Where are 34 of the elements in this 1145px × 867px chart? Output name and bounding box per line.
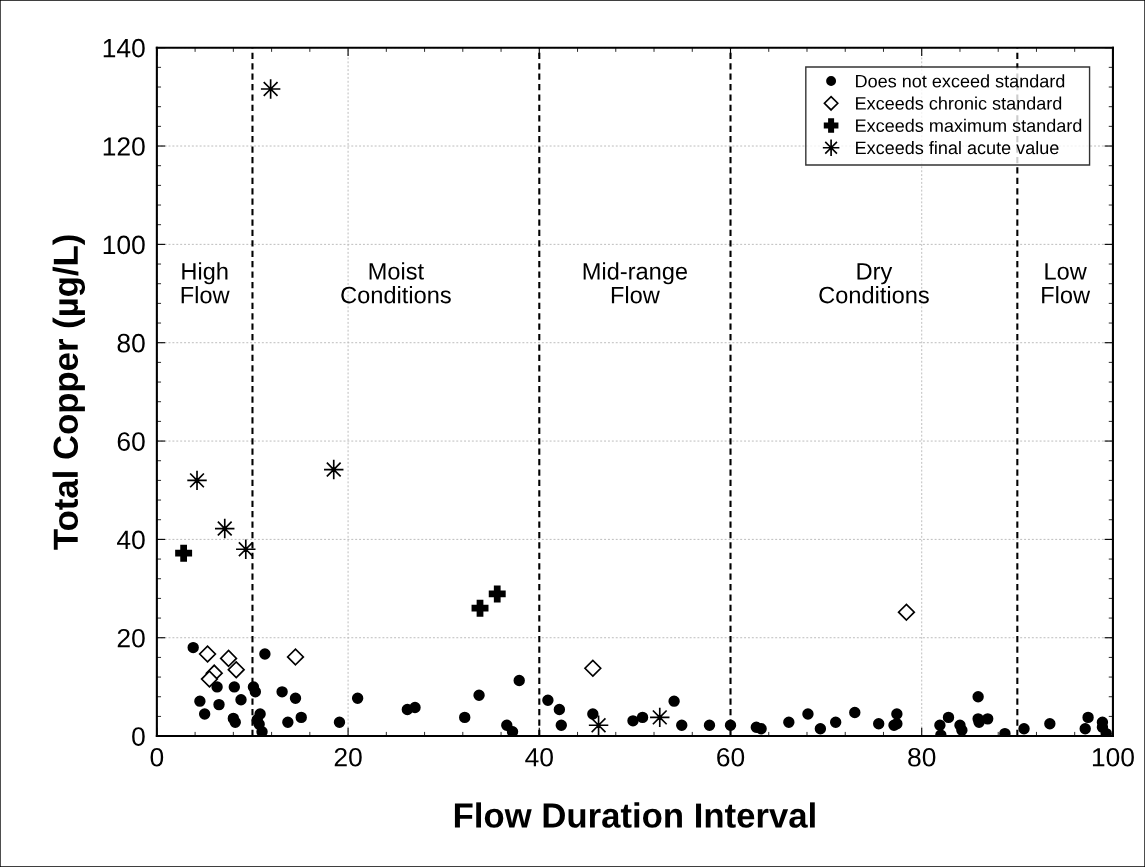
annotation: Low Flow bbox=[1042, 263, 1091, 304]
point bbox=[219, 649, 238, 668]
y-tick-label: 100 bbox=[103, 235, 145, 255]
y-tick-label: 120 bbox=[103, 137, 145, 156]
point bbox=[471, 599, 489, 617]
annotation: Mid-range Flow bbox=[583, 262, 688, 304]
point bbox=[286, 648, 305, 666]
legend-label: Exceeds maximum standard bbox=[856, 118, 1082, 133]
annotation: Dry Conditions bbox=[819, 263, 929, 304]
annotation: High Flow bbox=[181, 262, 230, 304]
point bbox=[488, 585, 506, 603]
legend-label: Exceeds chronic standard bbox=[856, 96, 1062, 110]
point bbox=[198, 645, 217, 663]
point bbox=[200, 670, 219, 688]
annotation: Moist Conditions bbox=[341, 262, 451, 304]
x-tick-label: 0 bbox=[150, 747, 164, 767]
y-axis-title: Total Copper (µg/L) bbox=[52, 235, 86, 550]
point bbox=[227, 661, 245, 679]
x-tick-label: 80 bbox=[908, 747, 936, 767]
x-tick-label: 20 bbox=[334, 747, 362, 767]
y-tick-label: 20 bbox=[117, 628, 145, 648]
x-axis-title: Flow Duration Interval bbox=[454, 802, 815, 828]
legend-label: Does not exceed standard bbox=[856, 74, 1065, 88]
x-tick-label: 100 bbox=[1092, 747, 1134, 767]
point bbox=[897, 603, 916, 621]
point bbox=[584, 659, 602, 677]
point bbox=[175, 544, 193, 562]
y-tick-label: 0 bbox=[132, 727, 145, 746]
y-tick-label: 40 bbox=[117, 530, 145, 550]
y-tick-label: 140 bbox=[103, 38, 145, 58]
y-tick-label: 80 bbox=[117, 333, 145, 353]
x-tick-label: 40 bbox=[525, 747, 553, 767]
x-tick-label: 60 bbox=[717, 747, 745, 767]
y-tick-label: 60 bbox=[117, 432, 145, 451]
